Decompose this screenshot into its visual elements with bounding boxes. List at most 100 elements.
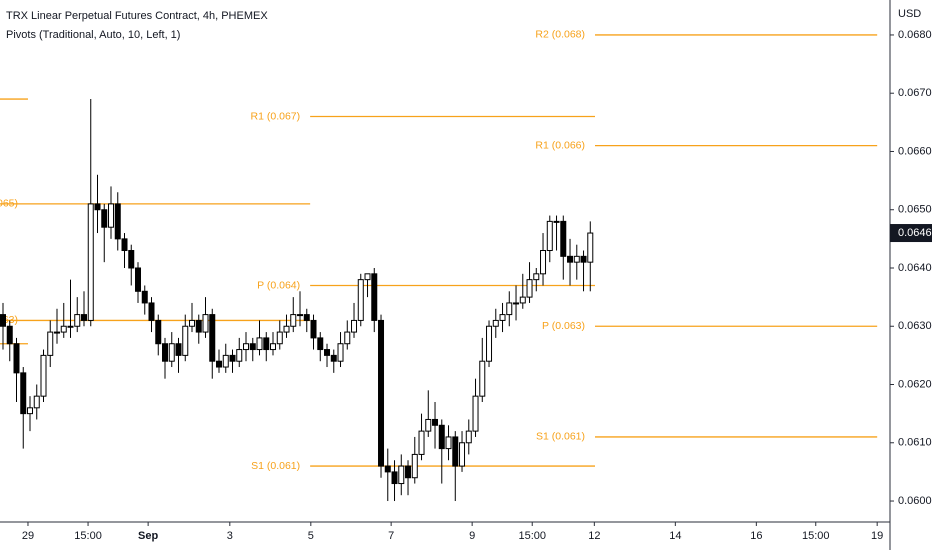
candle-body [47,331,54,356]
candle-body [580,255,587,263]
candle-body [162,343,169,362]
candle-body [229,354,236,362]
pivot-label: R1 (0.067) [251,110,301,122]
candle-body [384,465,391,473]
candle-body [472,395,479,432]
candle-body [344,331,351,345]
candle-body [310,319,317,339]
x-tick-label: Sep [138,530,158,542]
y-tick-label: 0.0610 [898,437,932,449]
y-tick-label: 0.0650 [898,204,932,216]
candle-body [587,232,594,263]
candle-body [432,418,439,426]
y-tick-label: 0.0670 [898,87,932,99]
candle-body [492,319,499,327]
candle-body [357,279,364,321]
candle-body [236,349,243,362]
x-tick-label: 3 [227,530,233,542]
candle-body [141,290,148,304]
candle-body [290,314,297,327]
candle-body [445,436,452,450]
candle-body [0,314,6,327]
candle-body [506,302,513,316]
candle-body [553,220,560,223]
candle-body [560,220,567,257]
y-tick-label: 0.0630 [898,320,932,332]
candle-body [128,250,135,269]
candle-body [222,354,229,368]
candle-body [513,302,520,305]
y-tick-label: 0.0640 [898,262,932,274]
candle-body [351,319,358,333]
candle-body [94,203,101,211]
candle-body [411,453,418,479]
candle-body [533,273,540,281]
candle-body [40,354,47,397]
candle-body [189,319,196,327]
candle-body [276,331,283,345]
x-tick-label: 5 [308,530,314,542]
pivot-label: P (0.064) [257,279,300,291]
candle-body [263,337,270,351]
x-tick-label: 9 [469,530,475,542]
y-tick-label: 0.0620 [898,378,932,390]
candle-body [67,325,74,328]
candle-body [459,442,466,467]
pivot-label: P (0.063) [542,320,585,332]
candle-body [540,250,547,275]
candle-body [87,203,94,321]
candle-body [195,319,202,333]
candle-body [418,430,425,455]
candle-body [519,296,526,304]
candle-body [391,471,398,485]
x-tick-label: 15:00 [518,530,546,542]
candle-body [479,360,486,397]
candle-body [60,325,67,333]
candle-body [270,343,277,351]
candle-body [114,203,121,240]
chart-subtitle: Pivots (Traditional, Auto, 10, Left, 1) [6,29,180,41]
candle-body [243,343,250,351]
candle-body [283,325,290,333]
candle-body [148,302,155,321]
candle-body [249,343,256,351]
candle-body [13,343,20,374]
candle-body [465,430,472,444]
candle-body [101,209,108,228]
candle-body [216,360,223,368]
pivot-label: R1 (0.066) [535,139,585,151]
x-tick-label: 12 [588,530,600,542]
x-tick-label: 16 [750,530,762,542]
candle-body [108,203,115,228]
candle-body [573,255,580,263]
candle-body [371,273,378,321]
candle-body [303,314,310,321]
candle-body [526,279,533,298]
y-tick-label: 0.0600 [898,495,932,507]
pivot-label: S1 (0.061) [251,460,300,472]
candle-body [33,395,40,409]
candle-body [175,343,182,356]
y-tick-label: 0.0660 [898,145,932,157]
candle-body [54,331,61,334]
candle-body [324,349,331,356]
candle-body [317,337,324,351]
candle-body [20,372,27,415]
candle-body [155,319,162,345]
candle-body [202,314,209,333]
x-tick-label: 7 [388,530,394,542]
candle-body [337,343,344,362]
candle-body [452,436,459,467]
x-tick-label: 14 [669,530,681,542]
candle-body [546,220,553,252]
candle-body [567,255,574,263]
candle-body [486,325,493,362]
candle-body [405,465,412,479]
candle-body [81,314,88,321]
candle-body [398,465,405,485]
candle-body [330,354,337,362]
last-price-label: 0.0646 [898,227,932,239]
chart-title: TRX Linear Perpetual Futures Contract, 4… [6,10,268,22]
candle-body [499,314,506,321]
last-price-box [890,224,932,243]
